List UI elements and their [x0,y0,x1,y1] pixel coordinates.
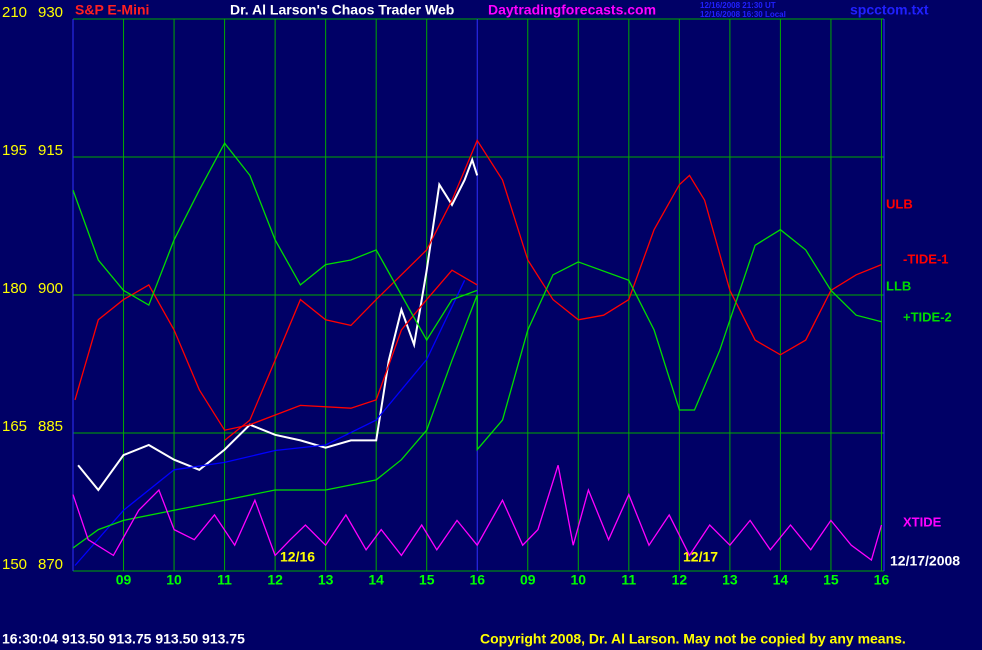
instrument: S&P E-Mini [75,2,149,18]
y-tick-label: 885 [38,418,63,435]
legend-label: ULB [886,196,913,211]
series-line [72,465,883,562]
x-tick-label: 09 [520,572,536,588]
file-name: spcctom.txt [850,2,929,18]
annotation: 12/17/2008 [890,553,960,569]
site: Daytradingforecasts.com [488,2,656,18]
y2-tick-label: 150 [2,556,27,573]
x-tick-label: 15 [419,572,435,588]
x-tick-label: 12 [672,572,688,588]
x-tick-label: 14 [368,572,384,588]
x-tick-label: 10 [166,572,182,588]
y-tick-label: 870 [38,556,63,573]
x-tick-label: 11 [217,572,232,588]
timestamp: 12/16/2008 21:30 UT [700,1,776,10]
y2-tick-label: 210 [2,4,27,21]
x-tick-label: 13 [722,572,738,588]
y2-tick-label: 165 [2,418,27,435]
legend-label: XTIDE [903,514,942,529]
series-line [72,228,882,549]
series-line [72,142,478,342]
series-line [74,269,478,431]
y-tick-label: 930 [38,4,63,21]
y-tick-label: 915 [38,142,63,159]
x-tick-label: 16 [874,572,890,588]
quote: 16:30:04 913.50 913.75 913.50 913.75 [2,631,245,647]
y-tick-label: 900 [38,280,63,297]
timestamp: 12/16/2008 16:30 Local [700,10,786,19]
series-line [74,280,466,566]
x-tick-label: 14 [773,572,789,588]
x-tick-label: 11 [621,572,636,588]
legend-label: -TIDE-1 [903,251,949,266]
chart-title: Dr. Al Larson's Chaos Trader Web [230,2,454,18]
legend-label: +TIDE-2 [903,309,952,324]
copyright: Copyright 2008, Dr. Al Larson. May not b… [480,631,906,647]
x-tick-label: 09 [116,572,132,588]
annotation: 12/16 [280,549,315,565]
y2-tick-label: 180 [2,280,27,297]
x-tick-label: 16 [469,572,485,588]
series-line [224,139,882,441]
x-tick-label: 13 [318,572,334,588]
grid [73,18,884,572]
annotation: 12/17 [683,549,718,565]
x-tick-label: 10 [571,572,587,588]
y2-tick-label: 195 [2,142,27,159]
series-line [77,156,479,492]
x-tick-label: 12 [267,572,283,588]
x-tick-label: 15 [823,572,839,588]
legend-label: LLB [886,278,911,293]
